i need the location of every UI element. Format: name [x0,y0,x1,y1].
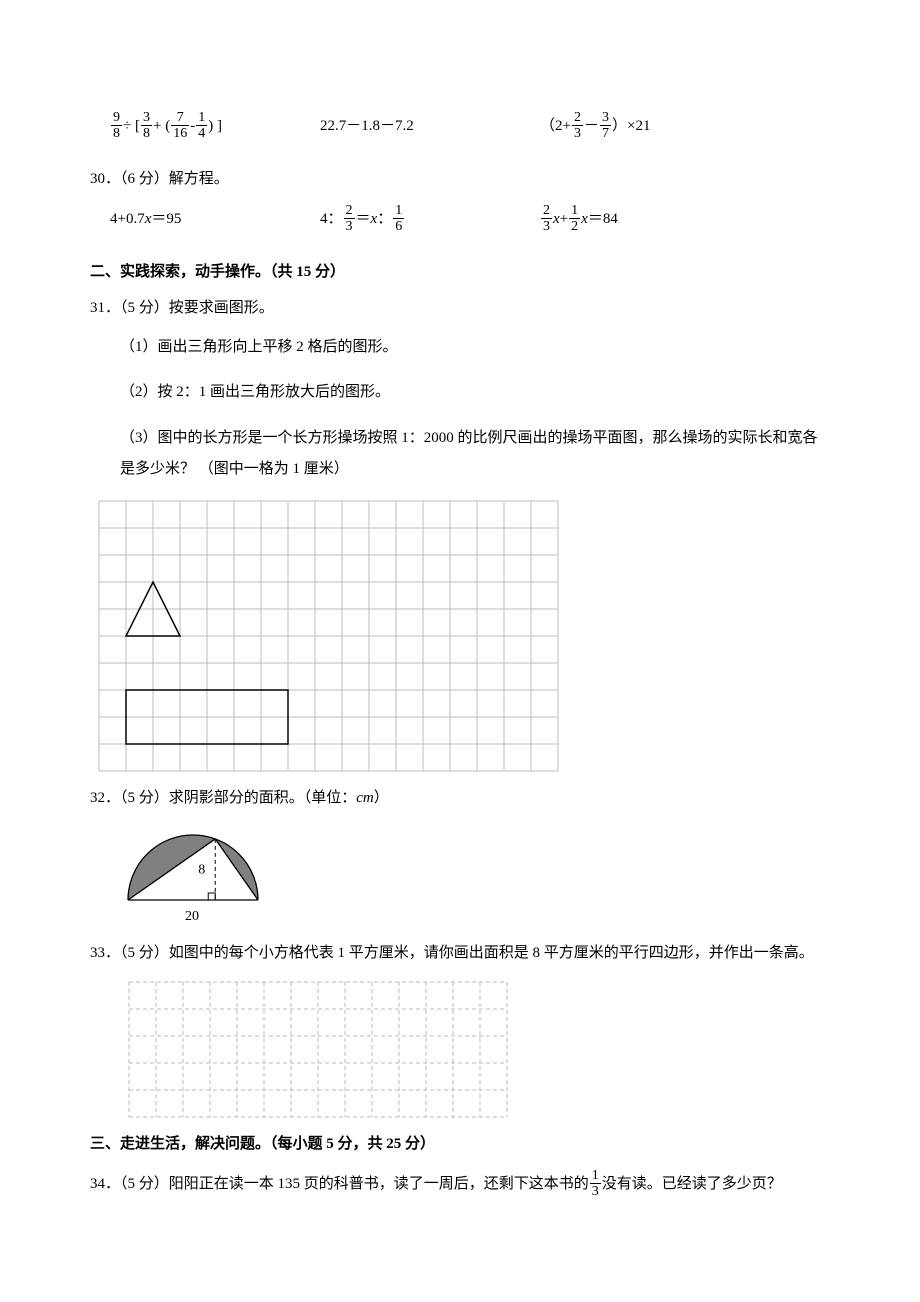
q32-heading: 32．（5 分）求阴影部分的面积。（单位：cm） [90,786,830,810]
expr-3: （2+ 23 － 37 ）×21 [540,110,790,142]
q30-equations: 4+0.7x＝95 4： 23 ＝x： 16 23 x+ 12 x＝84 [90,203,830,235]
q31-grid-figure [98,500,559,772]
section-3-heading: 三、走进生活，解决问题。（每小题 5 分，共 25 分） [90,1132,830,1156]
expr-row-1: 98 ÷ [ 38 + ( 716 - 14 ) ] 22.7－1.8－7.2 … [90,110,830,142]
q30-heading: 30．（6 分）解方程。 [90,167,830,191]
q33-heading: 33．（5 分）如图中的每个小方格代表 1 平方厘米，请你画出面积是 8 平方厘… [90,938,830,970]
section-2-heading: 二、实践探索，动手操作。（共 15 分） [90,260,830,284]
q31-heading: 31．（5 分）按要求画图形。 [90,296,830,320]
q30-eq3: 23 x+ 12 x＝84 [540,203,790,235]
q30-eq1: 4+0.7x＝95 [110,207,320,231]
expr-2: 22.7－1.8－7.2 [320,114,540,138]
q30-eq2: 4： 23 ＝x： 16 [320,203,540,235]
q31-sub2: （2）按 2：1 画出三角形放大后的图形。 [90,377,830,409]
svg-text:8: 8 [198,862,205,877]
q32-shaded-figure: 8 20 [110,822,280,932]
expr-1: 98 ÷ [ 38 + ( 716 - 14 ) ] [110,110,320,142]
svg-text:20: 20 [185,909,199,924]
q31-sub3: （3）图中的长方形是一个长方形操场按照 1：2000 的比例尺画出的操场平面图，… [90,423,830,486]
q34-heading: 34．（5 分）阳阳正在读一本 135 页的科普书，读了一周后，还剩下这本书的 … [90,1168,830,1200]
q31-sub1: （1）画出三角形向上平移 2 格后的图形。 [90,332,830,364]
q33-grid-figure [128,981,508,1118]
